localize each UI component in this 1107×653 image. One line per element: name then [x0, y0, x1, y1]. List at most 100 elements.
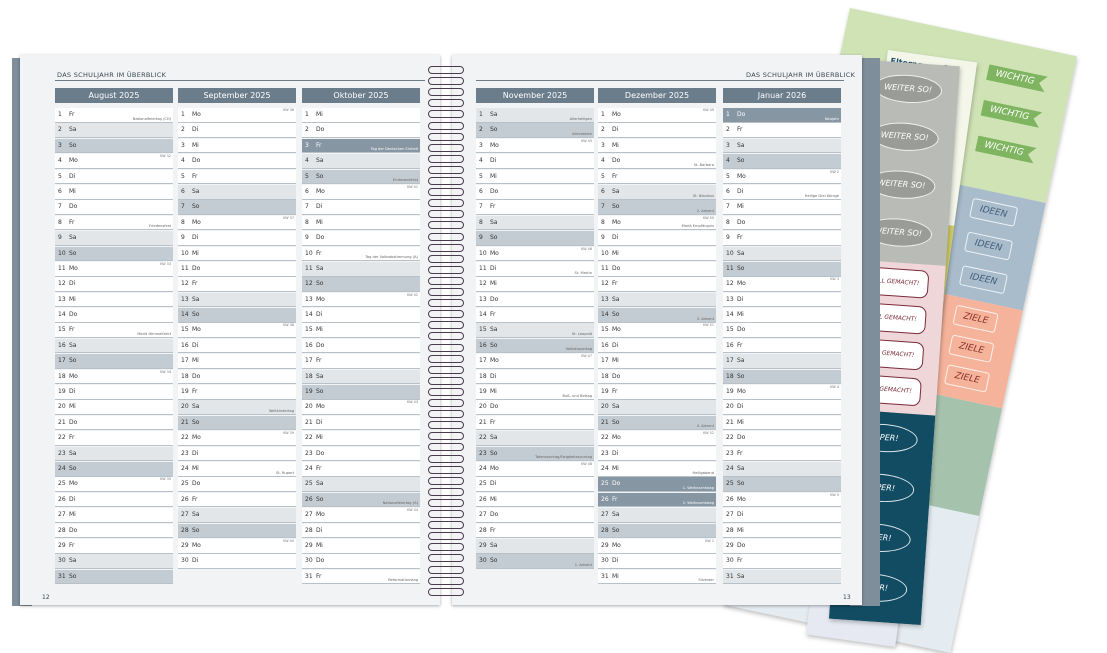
day-row[interactable]: 3 So: [55, 138, 173, 153]
day-row[interactable]: 19 Mo KW 4: [723, 385, 841, 399]
day-row[interactable]: 24 Sa: [723, 461, 841, 476]
day-row[interactable]: 26 Fr 2. Weihnachtstag: [598, 492, 716, 507]
day-row[interactable]: 12 So: [302, 277, 420, 291]
day-row[interactable]: 5 Fr: [178, 169, 296, 184]
day-row[interactable]: 17 Sa: [723, 354, 841, 368]
day-row[interactable]: 30 Di: [178, 554, 296, 568]
day-row[interactable]: 23 Sa: [55, 446, 173, 461]
day-row[interactable]: 3 Sa: [723, 138, 841, 153]
day-row[interactable]: 28 Mi: [723, 523, 841, 538]
day-row[interactable]: 22 Mi: [302, 431, 420, 445]
day-row[interactable]: 18 Di: [476, 369, 594, 384]
day-row[interactable]: 31 Sa: [723, 569, 841, 584]
day-row[interactable]: 15 Sa St. Leopold: [476, 323, 594, 338]
day-row[interactable]: 11 Do: [178, 261, 296, 276]
day-row[interactable]: 11 Mo KW 33: [55, 261, 173, 276]
day-row[interactable]: 18 So: [723, 369, 841, 384]
day-row[interactable]: 20 Di: [723, 400, 841, 415]
day-row[interactable]: 5 Mo KW 2: [723, 169, 841, 184]
day-row[interactable]: 31 Mi Silvester: [598, 569, 716, 584]
day-row[interactable]: 28 So: [598, 523, 716, 538]
day-row[interactable]: 22 Mo KW 52: [598, 431, 716, 445]
day-row[interactable]: 3 Mo KW 45: [476, 138, 594, 153]
day-row[interactable]: 14 So: [178, 308, 296, 322]
day-row[interactable]: 21 Di: [302, 415, 420, 430]
day-row[interactable]: 14 Fr: [476, 308, 594, 322]
day-row[interactable]: 8 Mo KW 37: [178, 215, 296, 230]
day-row[interactable]: 17 So: [55, 354, 173, 368]
day-row[interactable]: 20 Mo KW 43: [302, 400, 420, 415]
day-row[interactable]: 23 So Totensonntag/Ewigkeitssonntag: [476, 446, 594, 461]
day-row[interactable]: 24 Mi Heiligabend: [598, 461, 716, 476]
day-row[interactable]: 26 Mo KW 5: [723, 492, 841, 507]
day-row[interactable]: 17 Mo KW 47: [476, 354, 594, 368]
day-row[interactable]: 29 Mi: [302, 538, 420, 553]
day-row[interactable]: 26 Di: [55, 492, 173, 507]
day-row[interactable]: 29 Fr: [55, 538, 173, 553]
day-row[interactable]: 21 Do: [55, 415, 173, 430]
day-row[interactable]: 6 Mi: [55, 184, 173, 199]
day-row[interactable]: 17 Mi: [178, 354, 296, 368]
day-row[interactable]: 2 Fr: [723, 123, 841, 137]
day-row[interactable]: 20 Do: [476, 400, 594, 415]
day-row[interactable]: 12 Mo KW 3: [723, 277, 841, 291]
day-row[interactable]: 22 Fr: [55, 431, 173, 445]
day-row[interactable]: 17 Fr: [302, 354, 420, 368]
day-row[interactable]: 18 Do: [598, 369, 716, 384]
day-row[interactable]: 28 Di: [302, 523, 420, 538]
day-row[interactable]: 12 Di: [55, 277, 173, 291]
day-row[interactable]: 25 Mo KW 35: [55, 477, 173, 491]
day-row[interactable]: 13 Mo KW 42: [302, 292, 420, 307]
day-row[interactable]: 4 Do St. Barbara: [598, 154, 716, 168]
day-row[interactable]: 26 So Nationalfeiertag (A): [302, 492, 420, 507]
day-row[interactable]: 24 Fr: [302, 461, 420, 476]
day-row[interactable]: 14 Di: [302, 308, 420, 322]
day-row[interactable]: 21 Mi: [723, 415, 841, 430]
day-row[interactable]: 25 So: [723, 477, 841, 491]
day-row[interactable]: 29 Do: [723, 538, 841, 553]
day-row[interactable]: 7 Fr: [476, 200, 594, 214]
day-row[interactable]: 30 Fr: [723, 554, 841, 568]
day-row[interactable]: 9 Do: [302, 231, 420, 245]
day-row[interactable]: 9 So: [476, 231, 594, 245]
day-row[interactable]: 14 So 3. Advent: [598, 308, 716, 322]
day-row[interactable]: 1 Fr Nationalfeiertag (CH): [55, 108, 173, 122]
day-row[interactable]: 3 Mi: [598, 138, 716, 153]
day-row[interactable]: 8 Mi: [302, 215, 420, 230]
day-row[interactable]: 6 Sa St. Nikolaus: [598, 184, 716, 199]
day-row[interactable]: 30 So 1. Advent: [476, 554, 594, 568]
day-row[interactable]: 3 Fr Tag der Deutschen Einheit: [302, 138, 420, 153]
day-row[interactable]: 2 So Allerseelen: [476, 123, 594, 137]
day-row[interactable]: 29 Mo KW 1: [598, 538, 716, 553]
day-row[interactable]: 19 Di: [55, 385, 173, 399]
day-row[interactable]: 8 Mo Mariä Empfängnis KW 50: [598, 215, 716, 230]
day-row[interactable]: 30 Di: [598, 554, 716, 568]
day-row[interactable]: 14 Do: [55, 308, 173, 322]
day-row[interactable]: 28 Do: [55, 523, 173, 538]
day-row[interactable]: 6 Di Heilige Drei Könige: [723, 184, 841, 199]
day-row[interactable]: 19 Fr: [178, 385, 296, 399]
day-row[interactable]: 29 Sa: [476, 538, 594, 553]
day-row[interactable]: 5 Mi: [476, 169, 594, 184]
day-row[interactable]: 16 Fr: [723, 338, 841, 353]
day-row[interactable]: 4 Mo KW 32: [55, 154, 173, 168]
day-row[interactable]: 23 Do: [302, 446, 420, 461]
day-row[interactable]: 16 Do: [302, 338, 420, 353]
day-row[interactable]: 30 Sa: [55, 554, 173, 568]
day-row[interactable]: 27 Sa: [598, 508, 716, 522]
day-row[interactable]: 16 Di: [178, 338, 296, 353]
day-row[interactable]: 12 Fr: [598, 277, 716, 291]
day-row[interactable]: 25 Di: [476, 477, 594, 491]
day-row[interactable]: 28 Fr: [476, 523, 594, 538]
day-row[interactable]: 18 Sa: [302, 369, 420, 384]
day-row[interactable]: 13 Sa: [178, 292, 296, 307]
day-row[interactable]: 9 Sa: [55, 231, 173, 245]
day-row[interactable]: 15 Fr Mariä Himmelfahrt: [55, 323, 173, 338]
day-row[interactable]: 27 Mi: [55, 508, 173, 522]
day-row[interactable]: 31 So: [55, 569, 173, 584]
day-row[interactable]: 4 Di: [476, 154, 594, 168]
day-row[interactable]: 1 Mi: [302, 108, 420, 122]
day-row[interactable]: 13 Mi: [55, 292, 173, 307]
day-row[interactable]: 20 Mi: [55, 400, 173, 415]
day-row[interactable]: 2 Do: [302, 123, 420, 137]
